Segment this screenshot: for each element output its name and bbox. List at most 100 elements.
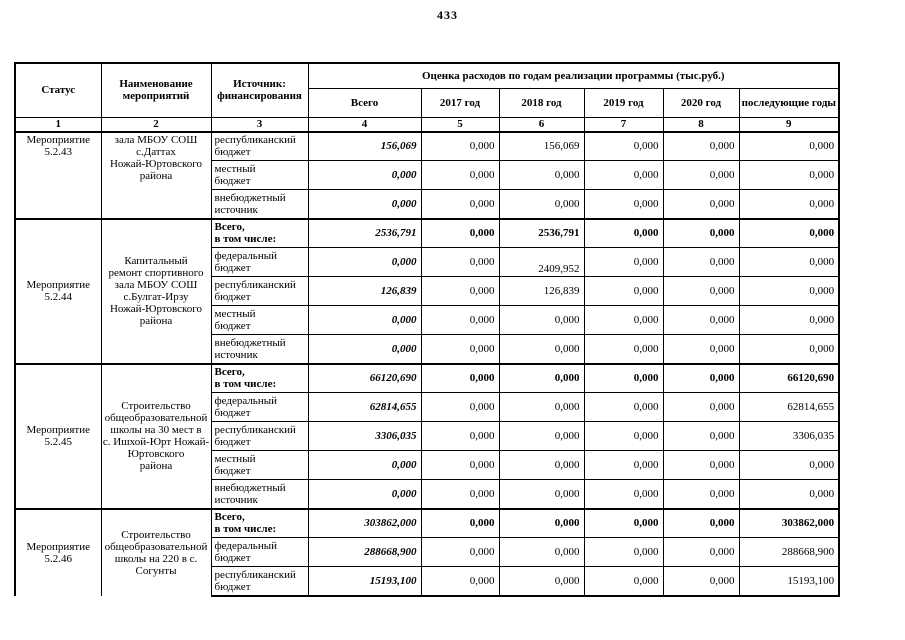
table-row: местный бюджет 0,000 0,000 0,000 0,000 0… bbox=[15, 305, 841, 335]
cell-2017: 0,000 bbox=[420, 247, 500, 277]
cell-2020: 0,000 bbox=[662, 276, 740, 306]
header-status: Статус bbox=[14, 62, 102, 118]
cell-2017: 0,000 bbox=[420, 130, 500, 161]
cell-2019: 0,000 bbox=[583, 479, 664, 509]
cell-2017: 0,000 bbox=[420, 566, 500, 597]
source-label: республиканский бюджет bbox=[210, 566, 309, 597]
cell-later: 0,000 bbox=[738, 479, 841, 509]
source-label: местный бюджет bbox=[210, 450, 309, 480]
cell-2020: 0,000 bbox=[662, 189, 740, 219]
cell-total: 15193,100 bbox=[307, 566, 422, 597]
table-row: внебюджетный источник 0,000 0,000 0,000 … bbox=[15, 189, 841, 219]
cell-later: 15193,100 bbox=[738, 566, 841, 597]
cell-2017: 0,000 bbox=[420, 362, 500, 393]
cell-2018: 0,000 bbox=[498, 305, 585, 335]
cell-2020: 0,000 bbox=[662, 421, 740, 451]
cell-total: 0,000 bbox=[307, 450, 422, 480]
name-cell: Строительство общеобразовательной школы … bbox=[100, 507, 212, 596]
cell-2018: 2536,791 bbox=[498, 217, 585, 248]
header-col-2018: 2018 год bbox=[498, 87, 585, 118]
col-num-2: 2 bbox=[100, 116, 212, 132]
cell-2019: 0,000 bbox=[583, 305, 664, 335]
cell-later: 288668,900 bbox=[738, 537, 841, 567]
cell-2017: 0,000 bbox=[420, 189, 500, 219]
table-row: республиканский бюджет 3306,035 0,000 0,… bbox=[15, 421, 841, 451]
cell-2019: 0,000 bbox=[583, 217, 664, 248]
source-label: республиканский бюджет bbox=[210, 130, 309, 161]
source-label: федеральный бюджет bbox=[210, 537, 309, 567]
cell-2018: 0,000 bbox=[498, 334, 585, 364]
cell-2019: 0,000 bbox=[583, 392, 664, 422]
source-label: федеральный бюджет bbox=[210, 392, 309, 422]
cell-2017: 0,000 bbox=[420, 479, 500, 509]
table-row: Мероприятие 5.2.44 Капитальный ремонт сп… bbox=[14, 217, 841, 364]
cell-2019: 0,000 bbox=[583, 507, 664, 538]
header-estimate: Оценка расходов по годам реализации прог… bbox=[307, 62, 841, 89]
cell-later: 303862,000 bbox=[738, 507, 841, 538]
cell-2020: 0,000 bbox=[662, 362, 740, 393]
cell-total: 0,000 bbox=[307, 334, 422, 364]
cell-2019: 0,000 bbox=[583, 537, 664, 567]
source-label: Всего, в том числе: bbox=[210, 217, 309, 248]
cell-2017: 0,000 bbox=[420, 217, 500, 248]
cell-later: 0,000 bbox=[738, 450, 841, 480]
cell-2020: 0,000 bbox=[662, 305, 740, 335]
cell-later: 0,000 bbox=[738, 247, 841, 277]
cell-total: 0,000 bbox=[307, 479, 422, 509]
source-label: внебюджетный источник bbox=[210, 189, 309, 219]
name-cell: Капитальный ремонт спортивного зала МБОУ… bbox=[100, 217, 212, 364]
cell-later: 0,000 bbox=[738, 189, 841, 219]
status-cell: Мероприятие 5.2.43 bbox=[14, 130, 102, 219]
table-row: Мероприятие 5.2.45 Строительство общеобр… bbox=[14, 362, 841, 509]
cell-2018: 0,000 bbox=[498, 537, 585, 567]
header-row-2: Всего 2017 год 2018 год 2019 год 2020 го… bbox=[15, 87, 841, 118]
source-label: Всего, в том числе: bbox=[210, 507, 309, 538]
col-num-3: 3 bbox=[210, 116, 309, 132]
source-label: внебюджетный источник bbox=[210, 334, 309, 364]
cell-total: 0,000 bbox=[307, 305, 422, 335]
cell-2018: 0,000 bbox=[498, 189, 585, 219]
col-num-1: 1 bbox=[14, 116, 102, 132]
source-label: республиканский бюджет bbox=[210, 421, 309, 451]
cell-2020: 0,000 bbox=[662, 566, 740, 597]
table-row: Мероприятие 5.2.43 зала МБОУ СОШ с.Датта… bbox=[14, 130, 841, 219]
cell-2017: 0,000 bbox=[420, 334, 500, 364]
cell-2018: 0,000 bbox=[498, 421, 585, 451]
cell-total: 288668,900 bbox=[307, 537, 422, 567]
table-row: федеральный бюджет 288668,900 0,000 0,00… bbox=[15, 537, 841, 567]
cell-2019: 0,000 bbox=[583, 130, 664, 161]
cell-2017: 0,000 bbox=[420, 537, 500, 567]
cell-later: 0,000 bbox=[738, 305, 841, 335]
table-row: Мероприятие 5.2.46 Строительство общеобр… bbox=[14, 507, 841, 596]
cell-2020: 0,000 bbox=[662, 217, 740, 248]
cell-2017: 0,000 bbox=[420, 392, 500, 422]
cell-2019: 0,000 bbox=[583, 276, 664, 306]
col-num-6: 6 bbox=[498, 116, 585, 132]
cell-later: 62814,655 bbox=[738, 392, 841, 422]
cell-2020: 0,000 bbox=[662, 247, 740, 277]
cell-2018: 0,000 bbox=[498, 450, 585, 480]
col-num-8: 8 bbox=[662, 116, 740, 132]
cell-total: 62814,655 bbox=[307, 392, 422, 422]
cell-total: 126,839 bbox=[307, 276, 422, 306]
cell-total: 3306,035 bbox=[307, 421, 422, 451]
cell-later: 0,000 bbox=[738, 334, 841, 364]
cell-2020: 0,000 bbox=[662, 130, 740, 161]
header-col-2020: 2020 год bbox=[662, 87, 740, 118]
table-row: республиканский бюджет 15193,100 0,000 0… bbox=[15, 566, 841, 597]
source-label: федеральный бюджет bbox=[210, 247, 309, 277]
cell-total: 66120,690 bbox=[307, 362, 422, 393]
cell-2018: 156,069 bbox=[498, 130, 585, 161]
cell-later: 3306,035 bbox=[738, 421, 841, 451]
cell-later: 0,000 bbox=[738, 130, 841, 161]
name-cell: Строительство общеобразовательной школы … bbox=[100, 362, 212, 509]
table-row: местный бюджет 0,000 0,000 0,000 0,000 0… bbox=[15, 450, 841, 480]
col-num-5: 5 bbox=[420, 116, 500, 132]
col-num-9: 9 bbox=[738, 116, 841, 132]
cell-2017: 0,000 bbox=[420, 160, 500, 190]
source-label: внебюджетный источник bbox=[210, 479, 309, 509]
cell-2018: 0,000 bbox=[498, 566, 585, 597]
cell-2020: 0,000 bbox=[662, 479, 740, 509]
cell-2020: 0,000 bbox=[662, 537, 740, 567]
